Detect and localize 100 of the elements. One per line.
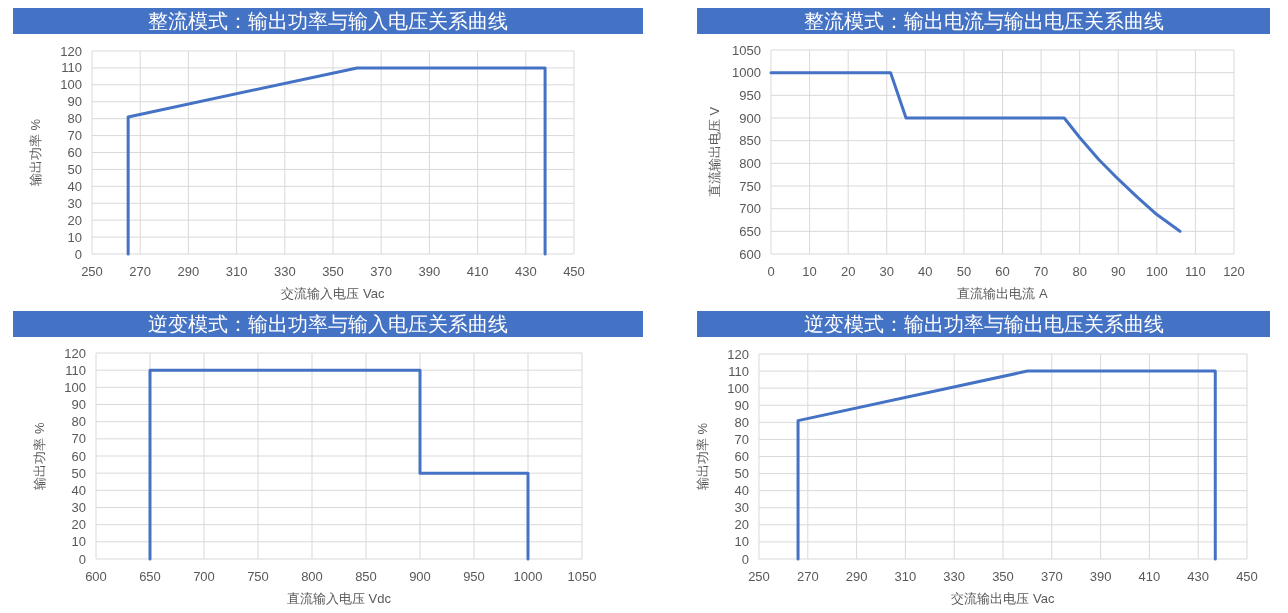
y-tick-label: 30 [67, 195, 82, 211]
y-tick-label: 120 [64, 345, 86, 361]
x-tick-label: 290 [177, 264, 200, 279]
x-tick-label: 310 [225, 264, 248, 279]
y-tick-label: 60 [67, 145, 82, 160]
x-tick-label: 450 [1236, 569, 1258, 584]
x-tick-label: 110 [1185, 264, 1206, 279]
y-tick-label: 650 [739, 223, 761, 239]
x-tick-label: 950 [463, 569, 485, 584]
y-tick-label: 30 [734, 500, 749, 516]
chart-title: 整流模式：输出电流与输出电压关系曲线 [803, 10, 1164, 32]
x-tick-label: 90 [1111, 264, 1126, 279]
y-tick-label: 30 [71, 500, 86, 515]
y-tick-label: 950 [739, 87, 761, 103]
x-tick-label: 350 [992, 569, 1014, 584]
y-tick-label: 60 [734, 449, 749, 464]
x-tick-label: 1050 [567, 569, 597, 584]
x-tick-label: 70 [1033, 264, 1049, 279]
y-tick-label: 20 [67, 212, 82, 228]
y-tick-label: 800 [739, 155, 761, 171]
x-tick-label: 650 [139, 569, 161, 584]
x-tick-label: 30 [879, 264, 894, 279]
y-tick-label: 750 [739, 178, 761, 194]
y-tick-label: 10 [71, 534, 86, 550]
x-tick-label: 700 [193, 569, 215, 584]
y-tick-label: 40 [734, 483, 749, 499]
chart-title: 逆变模式：输出功率与输出电压关系曲线 [803, 313, 1164, 335]
x-tick-label: 390 [1089, 569, 1112, 584]
y-tick-label: 120 [60, 43, 82, 59]
x-tick-label: 410 [466, 264, 489, 279]
y-tick-label: 110 [728, 363, 749, 379]
x-tick-label: 430 [1187, 569, 1210, 584]
y-tick-label: 110 [65, 362, 86, 378]
x-tick-label: 100 [1145, 264, 1168, 279]
y-tick-label: 0 [741, 551, 749, 567]
y-tick-label: 60 [71, 448, 86, 464]
x-axis-title: 直流输入电压 Vdc [286, 591, 392, 606]
y-tick-label: 90 [71, 397, 86, 412]
x-tick-label: 80 [1072, 264, 1087, 279]
y-tick-label: 0 [74, 246, 82, 262]
x-tick-label: 450 [563, 264, 585, 279]
x-tick-label: 120 [1223, 264, 1245, 279]
x-tick-label: 410 [1138, 569, 1161, 584]
y-tick-label: 70 [71, 431, 86, 447]
y-tick-label: 700 [739, 201, 761, 217]
y-tick-label: 0 [78, 551, 86, 567]
y-tick-label: 90 [67, 94, 82, 110]
y-tick-label: 900 [739, 110, 761, 126]
y-tick-label: 1000 [732, 65, 761, 81]
x-tick-label: 330 [943, 569, 966, 584]
y-tick-label: 80 [67, 111, 82, 127]
x-tick-label: 850 [355, 569, 377, 584]
x-tick-label: 50 [956, 264, 972, 279]
x-tick-label: 370 [1040, 569, 1063, 584]
x-tick-label: 390 [418, 264, 441, 279]
x-tick-label: 250 [748, 569, 770, 584]
y-axis-title: 直流输出电压 V [707, 106, 722, 198]
y-tick-label: 50 [67, 161, 82, 177]
y-tick-label: 10 [734, 534, 749, 550]
chart-title: 逆变模式：输出功率与输入电压关系曲线 [148, 313, 508, 335]
y-tick-label: 80 [71, 414, 86, 430]
x-tick-label: 600 [85, 569, 107, 584]
x-tick-label: 270 [796, 569, 819, 584]
x-tick-label: 330 [273, 264, 296, 279]
x-axis-title: 交流输入电压 Vac [281, 286, 386, 301]
y-tick-label: 1050 [732, 42, 761, 58]
y-tick-label: 600 [739, 246, 761, 262]
x-axis-title: 交流输出电压 Vac [951, 591, 1056, 606]
x-tick-label: 800 [301, 569, 323, 584]
x-axis-title: 直流输出电流 A [957, 286, 1048, 301]
x-tick-label: 0 [767, 264, 775, 279]
x-tick-label: 60 [995, 264, 1010, 279]
x-tick-label: 1000 [513, 569, 543, 584]
x-tick-label: 290 [845, 569, 868, 584]
y-tick-label: 110 [61, 60, 82, 76]
x-tick-label: 10 [802, 264, 817, 279]
x-tick-label: 40 [918, 264, 933, 279]
y-axis-title: 输出功率 % [28, 118, 43, 187]
y-axis-title: 输出功率 % [32, 421, 47, 490]
y-tick-label: 20 [734, 517, 749, 533]
x-tick-label: 20 [840, 264, 856, 279]
y-tick-label: 120 [727, 346, 749, 362]
y-tick-label: 40 [71, 482, 86, 498]
x-tick-label: 250 [81, 264, 103, 279]
x-tick-label: 350 [322, 264, 344, 279]
y-tick-label: 40 [67, 178, 82, 194]
y-axis-title: 输出功率 % [695, 422, 710, 491]
chart-title: 整流模式：输出功率与输入电压关系曲线 [148, 10, 508, 32]
y-tick-label: 50 [734, 466, 749, 482]
y-tick-label: 100 [60, 77, 82, 93]
x-tick-label: 750 [247, 569, 269, 584]
y-tick-label: 10 [67, 229, 82, 245]
y-tick-label: 80 [734, 414, 749, 430]
x-tick-label: 430 [514, 264, 537, 279]
x-tick-label: 310 [894, 569, 917, 584]
y-tick-label: 90 [734, 397, 749, 413]
y-tick-label: 70 [67, 128, 82, 144]
x-tick-label: 270 [129, 264, 152, 279]
y-tick-label: 50 [71, 465, 86, 481]
y-tick-label: 20 [71, 517, 86, 533]
